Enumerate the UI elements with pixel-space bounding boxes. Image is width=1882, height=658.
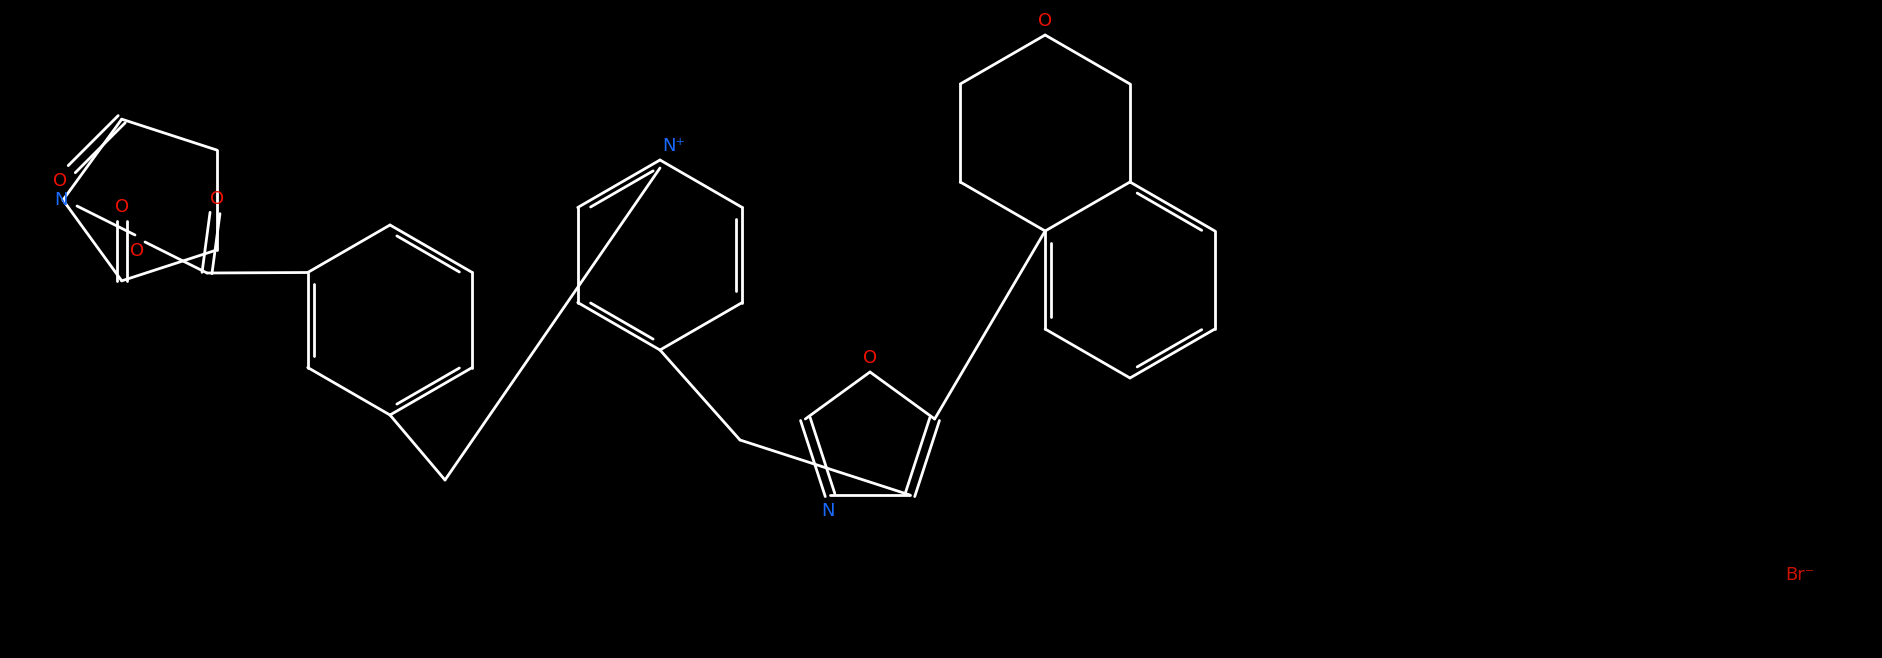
Text: O: O	[130, 242, 145, 260]
Text: O: O	[115, 198, 128, 216]
Text: O: O	[209, 190, 224, 208]
Text: O: O	[1037, 12, 1052, 30]
Text: N⁺: N⁺	[662, 137, 685, 155]
Text: Br⁻: Br⁻	[1784, 566, 1814, 584]
Text: O: O	[53, 172, 66, 190]
Text: N: N	[55, 191, 68, 209]
Text: O: O	[862, 349, 877, 367]
Text: N: N	[821, 502, 834, 520]
